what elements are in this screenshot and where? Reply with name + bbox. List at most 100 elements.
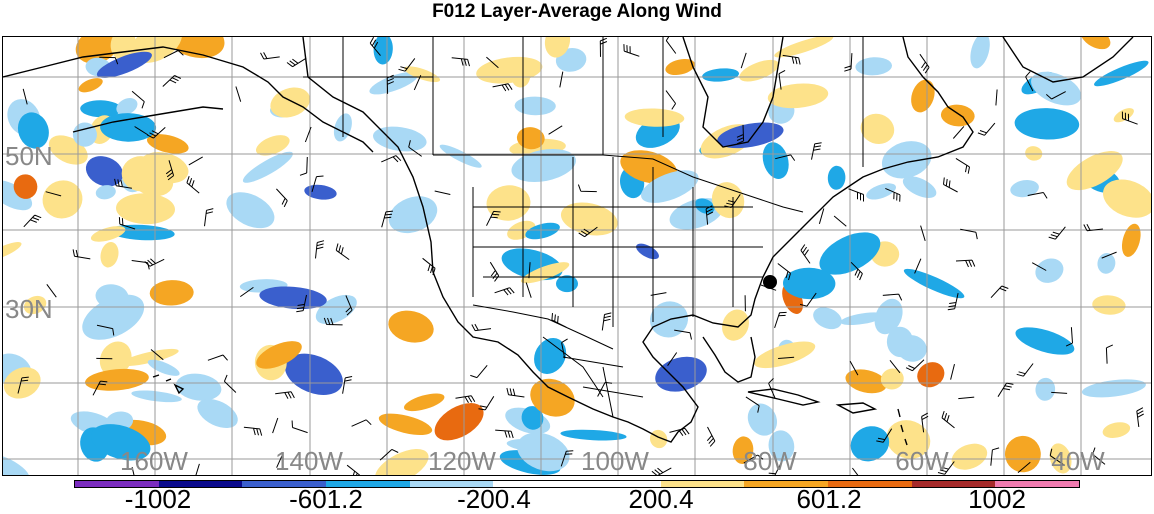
wind-barb xyxy=(244,427,262,435)
shade-blob xyxy=(1081,376,1147,400)
shade-blob xyxy=(1092,56,1151,90)
wind-barb xyxy=(921,226,926,241)
wind-barb xyxy=(652,468,671,476)
shade-blob xyxy=(1101,420,1132,440)
shade-blob xyxy=(1119,222,1144,259)
wind-barb xyxy=(423,258,436,275)
wind-barb xyxy=(942,411,955,428)
wind-barb xyxy=(944,178,958,193)
lon-label-100w: 100W xyxy=(581,448,649,474)
map-canvas xyxy=(3,37,1152,476)
shade-blob xyxy=(385,306,437,347)
shade-blob xyxy=(560,428,627,442)
cuba-coastline xyxy=(748,389,818,405)
shade-blob xyxy=(475,53,544,87)
wind-barb xyxy=(73,249,90,259)
wind-barb xyxy=(920,54,929,73)
wind-barb xyxy=(452,58,470,66)
wind-barb xyxy=(208,355,228,360)
chart-title: F012 Layer-Average Along Wind xyxy=(0,0,1154,24)
shade-blob xyxy=(1096,252,1117,275)
shade-blob xyxy=(438,141,484,171)
wind-barb xyxy=(261,52,280,59)
legend-label: -200.4 xyxy=(457,486,531,512)
wind-barb xyxy=(849,189,864,202)
legend-label: 1002 xyxy=(968,486,1026,512)
wind-barb xyxy=(624,44,639,56)
wind-barb xyxy=(273,418,278,433)
wind-barb xyxy=(490,262,498,281)
shade-blob xyxy=(1026,65,1086,112)
wind-barb xyxy=(276,189,287,207)
wind-barb xyxy=(1137,408,1144,427)
shade-blob xyxy=(266,82,314,122)
lon-label-80w: 80W xyxy=(743,448,796,474)
shade-blob xyxy=(1092,294,1127,316)
wind-barb xyxy=(956,260,975,267)
wind-barb xyxy=(188,464,200,476)
wind-barb xyxy=(495,430,513,438)
wind-barb xyxy=(1106,345,1112,364)
wind-barb xyxy=(493,84,512,91)
wind-barb xyxy=(187,176,199,193)
wind-barb xyxy=(1017,364,1033,377)
shade-blob xyxy=(759,139,793,182)
wind-barb xyxy=(24,215,41,227)
wind-barbs xyxy=(18,37,1144,476)
shade-blob xyxy=(827,165,846,190)
shade-blob xyxy=(913,357,949,392)
wind-barb xyxy=(236,87,241,102)
wind-barb xyxy=(132,261,150,270)
shade-blob xyxy=(556,275,578,292)
coastlines xyxy=(3,37,1133,445)
wind-barb xyxy=(998,383,1013,397)
shade-blob xyxy=(77,75,105,95)
shade-blob xyxy=(558,198,621,241)
shade-blob xyxy=(967,37,993,70)
wind-barb xyxy=(996,90,997,106)
shade-blob xyxy=(845,420,895,468)
color-legend-bar xyxy=(74,480,1080,488)
shade-blob xyxy=(149,279,194,306)
legend-label: -1002 xyxy=(125,486,192,512)
shade-blob xyxy=(37,175,88,225)
wind-barb xyxy=(472,324,491,331)
shade-blob xyxy=(220,185,280,236)
wind-barb xyxy=(300,157,307,175)
wind-barb xyxy=(435,191,451,195)
shade-blob xyxy=(624,107,684,127)
shade-blob xyxy=(3,239,23,265)
shade-blob xyxy=(3,449,33,476)
wind-barb xyxy=(275,392,294,399)
shade-blob xyxy=(383,190,442,240)
wind-barb xyxy=(347,465,360,476)
wind-barb xyxy=(470,365,487,377)
lat-label-30n: 30N xyxy=(5,296,53,322)
shade-blob xyxy=(485,183,532,222)
storm-center-dot xyxy=(763,275,777,289)
wind-barb xyxy=(552,313,566,327)
wind-barb xyxy=(991,286,1008,298)
shade-blob xyxy=(907,77,938,116)
lat-label-50n: 50N xyxy=(5,143,53,169)
map-panel xyxy=(2,36,1152,476)
shade-blob xyxy=(84,366,150,393)
wind-barb xyxy=(456,396,475,403)
shade-blob xyxy=(1024,145,1044,163)
shade-blob xyxy=(373,37,394,65)
shade-blob xyxy=(1014,107,1080,141)
shade-blob xyxy=(1032,254,1068,287)
shade-blob xyxy=(647,427,670,451)
wind-barb xyxy=(956,158,970,173)
hispaniola-coastline xyxy=(838,403,875,413)
shade-blob xyxy=(303,183,337,201)
shade-blob xyxy=(115,192,175,225)
wind-barb xyxy=(600,38,607,57)
shade-blob xyxy=(377,409,434,439)
wind-barb xyxy=(343,377,353,394)
legend-label: -601.2 xyxy=(289,486,363,512)
lat-lon-grid xyxy=(3,37,1152,476)
wind-barb xyxy=(960,229,977,239)
wind-barb xyxy=(336,244,349,260)
wind-barb xyxy=(495,288,515,295)
